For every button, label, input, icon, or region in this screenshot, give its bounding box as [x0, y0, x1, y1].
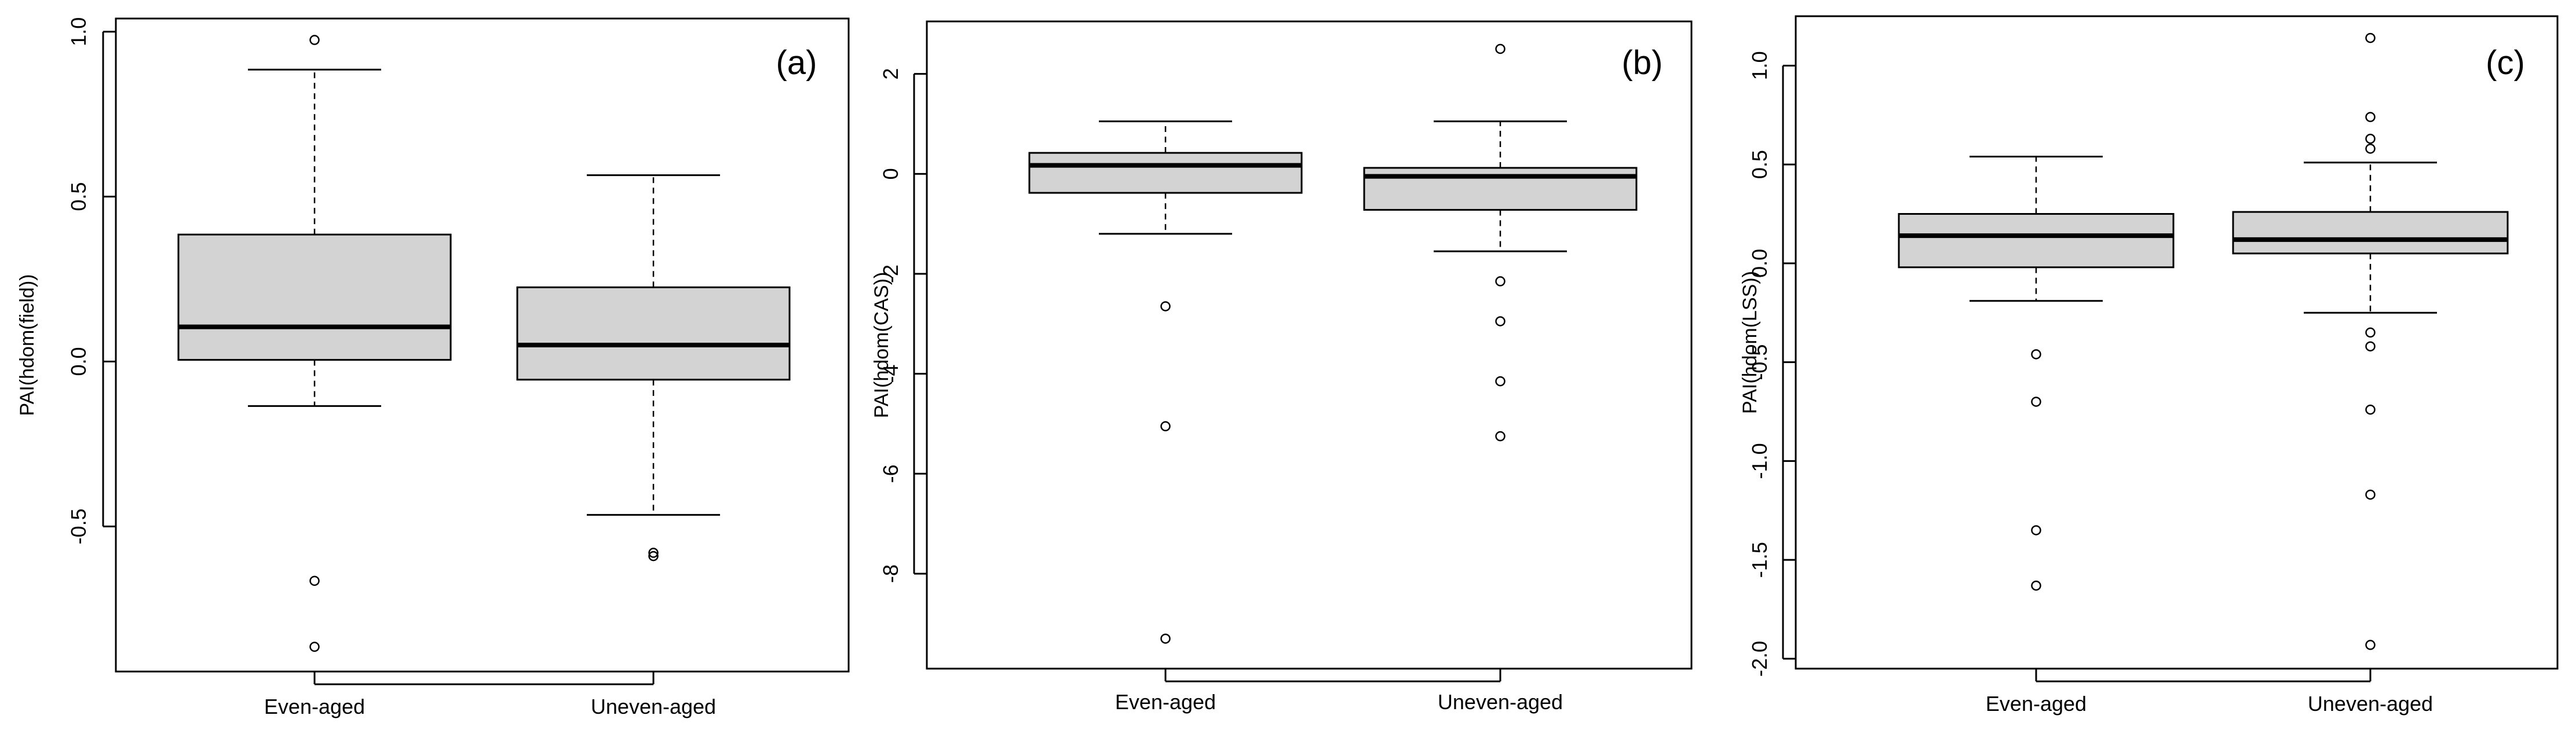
- panel-1-y-axis-label: PAI(hdom(field)): [16, 274, 38, 416]
- panel-3-box-1-outlier-point: [2031, 397, 2041, 407]
- panel-3-box-2-outlier-point: [2365, 489, 2376, 500]
- panel-1-x-category-label: Uneven-aged: [591, 695, 716, 718]
- panel-2-y-tick-label: -2: [879, 265, 902, 283]
- panel-3-box-1-outlier-point: [2031, 580, 2041, 591]
- panel-1-plot-frame: [115, 17, 850, 673]
- panel-3-box-2-outlier-point: [2365, 144, 2376, 154]
- panel-3-box-2-outlier-point: [2365, 133, 2376, 144]
- panel-2-box-2-outlier-point: [1495, 43, 1506, 54]
- panel-1-y-tick-label: 0.0: [67, 347, 90, 376]
- panel-3-box-2-outlier-point: [2365, 404, 2376, 415]
- panel-2-box-1-outlier-point: [1160, 633, 1171, 644]
- panel-2-box-2-outlier-point: [1495, 431, 1506, 442]
- panel-3-box-2-outlier-point: [2365, 32, 2376, 43]
- panel-3-box-1-outlier-point: [2031, 525, 2041, 535]
- panel-3-y-tick-label: -2.0: [1748, 641, 1771, 677]
- panel-2-box-2-outlier-point: [1495, 376, 1506, 387]
- panel-1-x-category-label: Even-aged: [264, 695, 365, 718]
- panel-2-y-tick-label: 0: [879, 168, 902, 179]
- panel-1-y-tick-label: 1.0: [67, 17, 90, 46]
- panel-2-x-category-label: Uneven-aged: [1438, 690, 1563, 714]
- panel-3-y-tick-label: -1.0: [1748, 443, 1771, 479]
- panel-2-box-1-outlier-point: [1160, 301, 1171, 311]
- panel-3-box-2-outlier-point: [2365, 112, 2376, 122]
- panel-3-box-1-iqr-box: [1898, 213, 2175, 269]
- panel-1-box-2-outlier-point: [648, 551, 659, 562]
- panel-1-panel-label: (a): [776, 44, 817, 82]
- panel-1-box-1-outlier-point: [309, 35, 320, 45]
- panel-2-x-category-label: Even-aged: [1115, 690, 1216, 714]
- panel-3-x-category-label: Uneven-aged: [2308, 692, 2433, 716]
- panel-3-box-2-iqr-box: [2232, 211, 2509, 255]
- panel-3-y-tick-label: 0.5: [1748, 150, 1771, 179]
- panel-3-box-2-outlier-point: [2365, 640, 2376, 650]
- panel-2-box-1-outlier-point: [1160, 421, 1171, 432]
- panel-3-y-axis-label: PAI(hdom(LSS)): [1739, 271, 1761, 414]
- panel-2-panel-label: (b): [1622, 44, 1663, 82]
- panel-2-plot-frame: [926, 20, 1693, 670]
- panel-3-box-2-outlier-point: [2365, 327, 2376, 338]
- panel-3-y-tick-label: -1.5: [1748, 542, 1771, 578]
- panel-2-box-2-outlier-point: [1495, 276, 1506, 287]
- panel-3-y-tick-label: -0.5: [1748, 344, 1771, 380]
- panel-3-plot-frame: [1795, 15, 2559, 670]
- panel-2-y-tick-label: -4: [879, 365, 902, 383]
- panel-1-box-2-outlier-point: [648, 548, 659, 558]
- panel-3-panel-label: (c): [2486, 44, 2525, 82]
- panel-1-box-1-outlier-point: [309, 575, 320, 586]
- panel-2-y-tick-label: 2: [879, 68, 902, 80]
- panel-1-box-1-outlier-point: [309, 641, 320, 652]
- panel-1-box-1-iqr-box: [177, 233, 452, 361]
- panel-3-x-category-label: Even-aged: [1986, 692, 2087, 716]
- panel-2-y-tick-label: -6: [879, 464, 902, 483]
- panel-3-box-1-outlier-point: [2031, 349, 2041, 360]
- panel-1-y-tick-label: 0.5: [67, 182, 90, 211]
- panel-3-y-tick-label: 0.0: [1748, 249, 1771, 278]
- panel-3-y-tick-label: 1.0: [1748, 51, 1771, 80]
- panel-1-y-tick-label: -0.5: [67, 508, 90, 544]
- panel-1-box-2-iqr-box: [516, 286, 791, 381]
- panel-2-y-axis-label: PAI(hdom(CAS)): [871, 272, 893, 419]
- panel-2-box-1-iqr-box: [1028, 152, 1303, 194]
- panel-2-box-2-outlier-point: [1495, 316, 1506, 327]
- panel-3-box-2-outlier-point: [2365, 341, 2376, 352]
- panel-2-y-tick-label: -8: [879, 564, 902, 583]
